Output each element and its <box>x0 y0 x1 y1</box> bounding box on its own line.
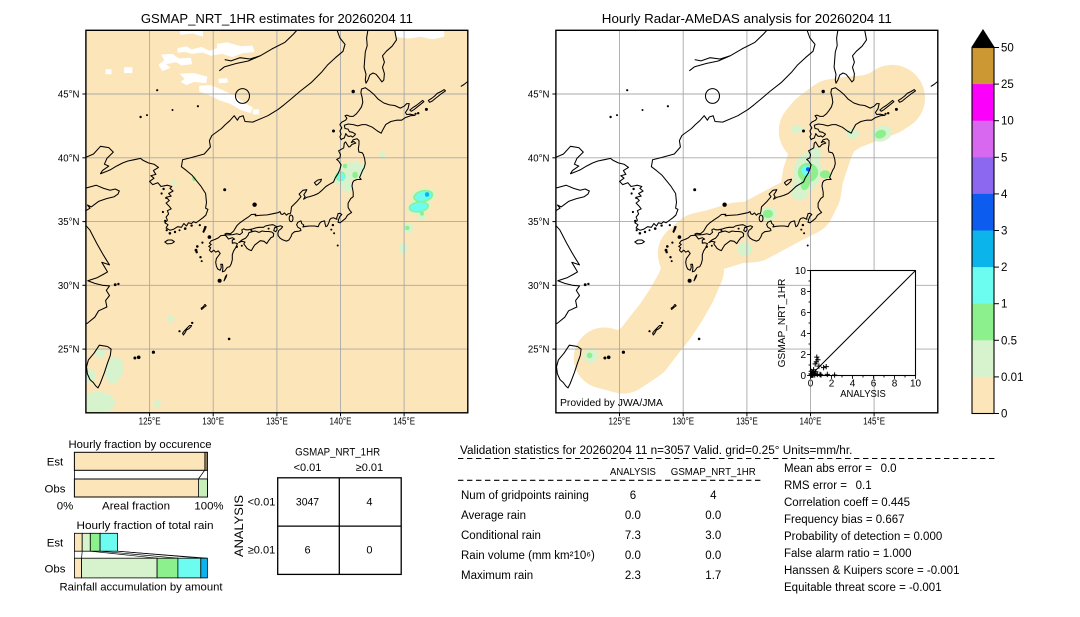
svg-text:Validation statistics for 2026: Validation statistics for 20260204 11 n=… <box>460 445 852 457</box>
svg-text:Hanssen & Kuipers score = -0.0: Hanssen & Kuipers score = -0.001 <box>784 565 959 577</box>
svg-text:Areal fraction: Areal fraction <box>102 501 170 513</box>
svg-text:30°N: 30°N <box>528 281 550 292</box>
svg-text:45°N: 45°N <box>58 90 80 101</box>
svg-text:0%: 0% <box>57 501 73 513</box>
svg-text:25°N: 25°N <box>528 345 550 356</box>
svg-text:6: 6 <box>630 490 636 502</box>
svg-text:Hourly fraction by occurence: Hourly fraction by occurence <box>69 439 212 451</box>
svg-text:≥0.01: ≥0.01 <box>356 462 383 474</box>
svg-text:25: 25 <box>1001 79 1014 91</box>
svg-text:Frequency bias = 0.667: Frequency bias = 0.667 <box>784 514 905 526</box>
svg-text:140°E: 140°E <box>330 416 352 427</box>
svg-text:8: 8 <box>892 379 898 390</box>
svg-text:35°N: 35°N <box>528 217 550 228</box>
svg-text:40°N: 40°N <box>58 153 80 164</box>
svg-text:GSMAP_NRT_1HR: GSMAP_NRT_1HR <box>671 467 756 478</box>
svg-text:0: 0 <box>1001 409 1007 421</box>
svg-text:Obs: Obs <box>45 563 66 575</box>
svg-text:3: 3 <box>1001 226 1007 238</box>
svg-text:0.01: 0.01 <box>1001 372 1023 384</box>
svg-text:1.7: 1.7 <box>705 570 721 582</box>
svg-text:35°N: 35°N <box>58 217 80 228</box>
svg-text:ANALYSIS: ANALYSIS <box>234 495 246 557</box>
svg-text:≥0.01: ≥0.01 <box>248 545 275 557</box>
svg-text:0.0: 0.0 <box>625 550 641 562</box>
svg-text:0.0: 0.0 <box>705 550 721 562</box>
svg-text:145°E: 145°E <box>863 416 885 427</box>
svg-text:2: 2 <box>800 350 806 361</box>
svg-text:ANALYSIS: ANALYSIS <box>610 467 656 478</box>
svg-text:Conditional rain: Conditional rain <box>461 530 541 542</box>
svg-text:ANALYSIS: ANALYSIS <box>840 388 886 400</box>
svg-text:4: 4 <box>366 497 372 509</box>
svg-text:130°E: 130°E <box>672 416 694 427</box>
svg-text:45°N: 45°N <box>528 90 550 101</box>
svg-text:Est: Est <box>47 538 64 550</box>
svg-text:4: 4 <box>850 379 856 390</box>
svg-text:<0.01: <0.01 <box>294 462 322 474</box>
svg-text:Hourly fraction of total rain: Hourly fraction of total rain <box>77 520 214 532</box>
svg-text:0.0: 0.0 <box>705 510 721 522</box>
svg-text:100%: 100% <box>194 501 223 513</box>
svg-text:145°E: 145°E <box>393 416 415 427</box>
svg-text:Hourly Radar-AMeDAS analysis f: Hourly Radar-AMeDAS analysis for 2026020… <box>602 11 892 26</box>
svg-text:1: 1 <box>1001 299 1007 311</box>
svg-text:Mean abs error = 0.0: Mean abs error = 0.0 <box>784 463 897 475</box>
svg-text:3.0: 3.0 <box>705 530 721 542</box>
svg-text:125°E: 125°E <box>609 416 631 427</box>
svg-text:10: 10 <box>1001 116 1014 128</box>
svg-text:10: 10 <box>795 266 807 277</box>
svg-text:Average rain: Average rain <box>461 510 526 522</box>
svg-text:7.3: 7.3 <box>625 530 641 542</box>
svg-text:50: 50 <box>1001 43 1014 55</box>
svg-text:0.0: 0.0 <box>625 510 641 522</box>
svg-text:2: 2 <box>829 379 835 390</box>
svg-text:2: 2 <box>1001 262 1007 274</box>
svg-text:Est: Est <box>47 457 64 469</box>
svg-text:Probability of detection = 0.: Probability of detection = 0.000 <box>784 531 942 543</box>
svg-text:130°E: 130°E <box>202 416 224 427</box>
svg-text:0: 0 <box>808 379 814 390</box>
svg-text:6: 6 <box>800 308 806 319</box>
svg-text:Rain volume (mm km²10⁶): Rain volume (mm km²10⁶) <box>461 550 595 562</box>
svg-text:4: 4 <box>1001 189 1008 201</box>
svg-text:140°E: 140°E <box>800 416 822 427</box>
svg-text:Equitable threat score = -0.00: Equitable threat score = -0.001 <box>784 582 942 594</box>
svg-text:5: 5 <box>1001 152 1007 164</box>
svg-text:0: 0 <box>366 545 372 557</box>
svg-text:Num of gridpoints raining: Num of gridpoints raining <box>461 490 589 502</box>
svg-text:0: 0 <box>800 371 806 382</box>
svg-text:2.3: 2.3 <box>625 570 641 582</box>
svg-text:False alarm ratio = 1.000: False alarm ratio = 1.000 <box>784 548 912 560</box>
svg-text:GSMAP_NRT_1HR estimates for 20: GSMAP_NRT_1HR estimates for 20260204 11 <box>141 11 413 26</box>
svg-text:Rainfall accumulation by amoun: Rainfall accumulation by amount <box>60 582 224 594</box>
svg-text:Provided by JWA/JMA: Provided by JWA/JMA <box>560 397 663 409</box>
svg-text:3047: 3047 <box>296 497 319 509</box>
svg-text:10: 10 <box>910 379 922 390</box>
svg-text:0.5: 0.5 <box>1001 335 1017 347</box>
svg-text:135°E: 135°E <box>736 416 758 427</box>
svg-text:135°E: 135°E <box>266 416 288 427</box>
svg-text:25°N: 25°N <box>58 345 80 356</box>
svg-text:<0.01: <0.01 <box>248 497 276 509</box>
svg-text:Maximum rain: Maximum rain <box>461 570 533 582</box>
svg-text:6: 6 <box>871 379 877 390</box>
svg-text:125°E: 125°E <box>139 416 161 427</box>
svg-text:30°N: 30°N <box>58 281 80 292</box>
svg-text:4: 4 <box>800 329 806 340</box>
svg-text:Obs: Obs <box>45 483 66 495</box>
svg-text:40°N: 40°N <box>528 153 550 164</box>
svg-text:GSMAP_NRT_1HR: GSMAP_NRT_1HR <box>776 278 788 367</box>
svg-text:6: 6 <box>304 545 310 557</box>
svg-text:8: 8 <box>800 287 806 298</box>
svg-text:4: 4 <box>710 490 717 502</box>
svg-text:GSMAP_NRT_1HR: GSMAP_NRT_1HR <box>295 447 380 459</box>
svg-text:Correlation coeff = 0.445: Correlation coeff = 0.445 <box>784 497 910 509</box>
svg-text:RMS error = 0.1: RMS error = 0.1 <box>784 480 872 492</box>
